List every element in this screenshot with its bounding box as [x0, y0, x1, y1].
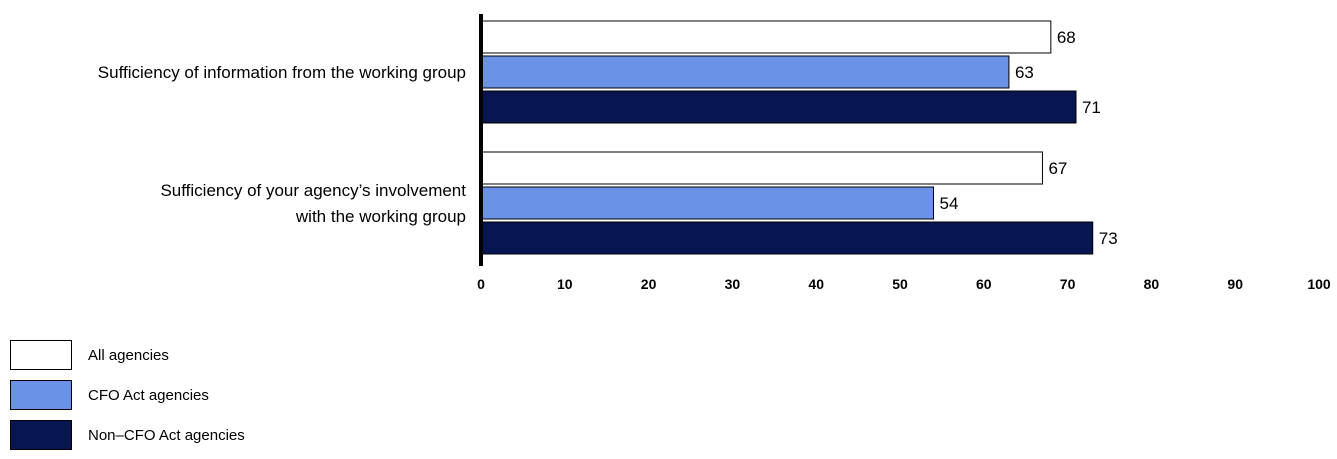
data-label: 73 [1099, 229, 1118, 248]
x-tick-label: 70 [1060, 276, 1076, 292]
legend-item: Non–CFO Act agencies [10, 419, 245, 451]
data-label: 67 [1048, 159, 1067, 178]
x-tick-label: 0 [477, 276, 485, 292]
x-tick-label: 60 [976, 276, 992, 292]
legend-item: CFO Act agencies [10, 379, 245, 411]
data-label: 68 [1057, 28, 1076, 47]
x-tick-label: 10 [557, 276, 573, 292]
x-tick-label: 20 [641, 276, 657, 292]
bar [480, 55, 1010, 89]
legend-label: Non–CFO Act agencies [88, 426, 245, 444]
bar-chart: Sufficiency of information from the work… [98, 14, 1331, 292]
legend-label: CFO Act agencies [88, 386, 209, 404]
x-tick-label: 90 [1227, 276, 1243, 292]
legend-label: All agencies [88, 346, 169, 364]
x-tick-label: 50 [892, 276, 908, 292]
bar [480, 90, 1077, 124]
bar [480, 221, 1094, 255]
legend-swatch [10, 380, 72, 410]
category-label: with the working group [295, 207, 466, 226]
legend: All agencies CFO Act agencies Non–CFO Act … [10, 339, 245, 459]
legend-item: All agencies [10, 339, 245, 371]
x-tick-label: 80 [1144, 276, 1160, 292]
legend-swatch [10, 340, 72, 370]
data-label: 54 [940, 194, 959, 213]
data-label: 71 [1082, 98, 1101, 117]
category-label: Sufficiency of information from the work… [98, 63, 466, 82]
bar [480, 186, 935, 220]
bar [480, 151, 1043, 185]
bar [480, 20, 1052, 54]
x-tick-label: 30 [725, 276, 741, 292]
category-label: Sufficiency of your agency’s involvement [160, 181, 466, 200]
x-tick-label: 100 [1307, 276, 1331, 292]
legend-swatch [10, 420, 72, 450]
x-tick-label: 40 [808, 276, 824, 292]
data-label: 63 [1015, 63, 1034, 82]
